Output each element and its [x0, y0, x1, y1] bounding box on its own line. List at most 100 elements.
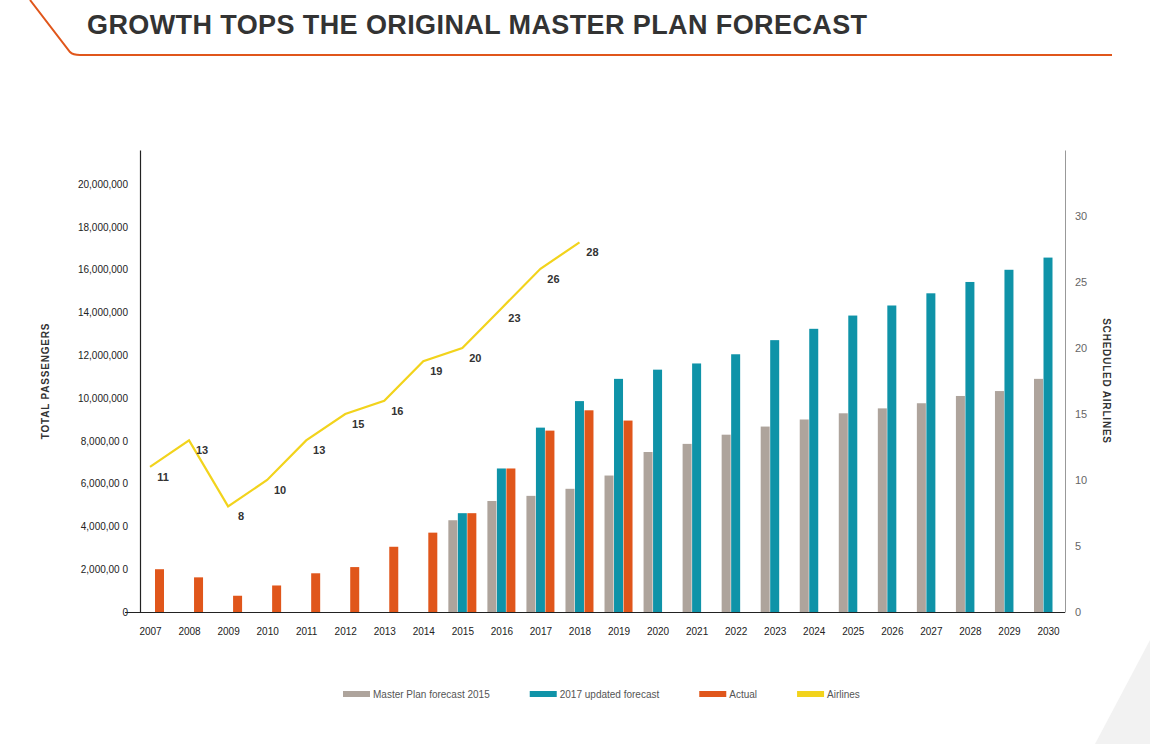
bar — [614, 379, 623, 612]
bar — [458, 513, 467, 612]
bar — [839, 413, 848, 612]
x-tick: 2009 — [217, 612, 240, 637]
x-tick-label: 2029 — [998, 626, 1021, 637]
y2-axis: 051015202530 — [1065, 151, 1087, 619]
x-tick: 2015 — [452, 612, 475, 637]
legend-item: Master Plan forecast 2015 — [343, 689, 490, 700]
y2-tick: 10 — [1065, 474, 1087, 486]
x-tick: 2008 — [178, 612, 201, 637]
bar — [467, 513, 476, 612]
x-tick-label: 2025 — [842, 626, 865, 637]
y-tick: 18,000,000 — [78, 222, 140, 233]
x-tick: 2019 — [608, 612, 631, 637]
x-tick-label: 2017 — [530, 626, 553, 637]
y-tick: 4,000,00 0 — [81, 521, 140, 532]
bar — [965, 282, 974, 612]
legend-label: Actual — [729, 689, 757, 700]
bar — [878, 408, 887, 612]
chart: GROWTH TOPS THE ORIGINAL MASTER PLAN FOR… — [0, 0, 1150, 744]
x-tick: 2010 — [257, 612, 280, 637]
y2-tick: 15 — [1065, 408, 1087, 420]
x-tick: 2007 — [139, 612, 162, 637]
data-label: 26 — [547, 273, 559, 285]
x-tick-label: 2016 — [491, 626, 514, 637]
x-tick-label: 2024 — [803, 626, 826, 637]
x-tick-label: 2018 — [569, 626, 592, 637]
bar — [917, 403, 926, 612]
legend-swatch — [797, 691, 824, 697]
bar — [887, 305, 896, 612]
y2-tick-label: 20 — [1075, 342, 1087, 354]
x-tick: 2017 — [530, 612, 553, 637]
bar — [565, 489, 574, 612]
bar — [731, 354, 740, 612]
x-tick: 2016 — [491, 612, 514, 637]
bar — [956, 396, 965, 612]
bar — [428, 533, 437, 612]
y-tick-label: 14,000,000 — [78, 307, 128, 318]
legend-swatch — [699, 691, 726, 697]
title: GROWTH TOPS THE ORIGINAL MASTER PLAN FOR… — [87, 10, 868, 40]
header-rule — [30, 0, 1112, 55]
y-tick: 10,000,000 — [78, 393, 140, 404]
x-tick-label: 2022 — [725, 626, 748, 637]
bar — [644, 452, 653, 612]
legend-label: Airlines — [827, 689, 860, 700]
bar — [605, 476, 614, 612]
y2-tick-label: 30 — [1075, 210, 1087, 222]
bar — [350, 567, 359, 612]
x-tick: 2030 — [1037, 612, 1060, 637]
legend-swatch — [530, 691, 557, 697]
data-label: 16 — [391, 405, 403, 417]
bar — [722, 435, 731, 612]
x-tick: 2026 — [881, 612, 904, 637]
bar — [311, 573, 320, 612]
data-label: 11 — [157, 471, 169, 483]
data-label: 13 — [313, 444, 325, 456]
y-tick: 2,000,00 0 — [81, 564, 140, 575]
x-tick: 2027 — [920, 612, 943, 637]
x-tick: 2011 — [296, 612, 318, 637]
y-tick-label: 18,000,000 — [78, 222, 128, 233]
bar — [575, 401, 584, 612]
bar — [692, 363, 701, 612]
y-tick-label: 10,000,000 — [78, 393, 128, 404]
x-tick: 2028 — [959, 612, 982, 637]
y-tick: 6,000,00 0 — [81, 478, 140, 489]
y2-axis-title: SCHEDULED AIRLINES — [1101, 318, 1112, 444]
bar — [683, 444, 692, 612]
data-label: 28 — [586, 246, 598, 258]
x-tick-label: 2011 — [296, 626, 318, 637]
bar — [545, 431, 554, 612]
bar — [800, 420, 809, 613]
bar-series — [448, 379, 1043, 612]
y-tick-label: 2,000,00 0 — [81, 564, 129, 575]
x-tick: 2023 — [764, 612, 787, 637]
y2-tick: 30 — [1065, 210, 1087, 222]
y2-tick-label: 25 — [1075, 276, 1087, 288]
bar — [194, 577, 203, 612]
y-tick: 12,000,000 — [78, 350, 140, 361]
y2-axis-line — [1065, 151, 1066, 613]
x-tick: 2025 — [842, 612, 865, 637]
bar — [770, 340, 779, 612]
data-label: 8 — [238, 510, 244, 522]
y2-tick: 25 — [1065, 276, 1087, 288]
bar — [1044, 258, 1053, 612]
bar — [155, 569, 164, 612]
y-tick-label: 4,000,00 0 — [81, 521, 129, 532]
x-tick-label: 2023 — [764, 626, 787, 637]
bar — [506, 468, 515, 612]
y-axis: 02,000,00 04,000,00 06,000,00 08,000,00 … — [78, 151, 141, 618]
bar — [926, 293, 935, 612]
data-label: 10 — [274, 484, 286, 496]
y-tick: 8,000,00 0 — [81, 436, 140, 447]
y2-tick-label: 0 — [1075, 606, 1081, 618]
bar — [536, 428, 545, 612]
bar — [995, 391, 1004, 612]
bar — [761, 427, 770, 612]
bar — [448, 520, 457, 612]
bar — [233, 596, 242, 612]
plot-area — [150, 242, 1053, 612]
y2-tick-label: 10 — [1075, 474, 1087, 486]
